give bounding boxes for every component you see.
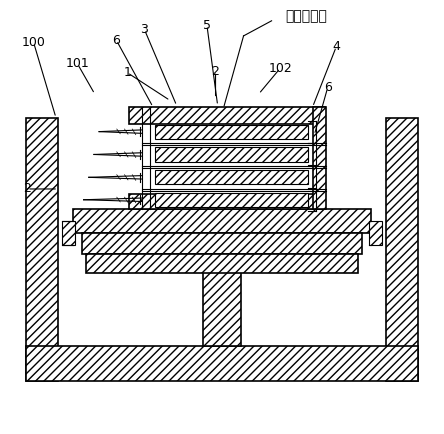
Text: 102: 102 — [268, 62, 292, 75]
Text: 2: 2 — [23, 182, 31, 195]
Bar — [82, 233, 362, 253]
Bar — [155, 193, 308, 207]
Bar — [26, 118, 58, 381]
Bar — [63, 221, 75, 245]
Bar — [386, 118, 418, 381]
Text: 2: 2 — [212, 65, 219, 78]
Bar — [155, 170, 308, 184]
Bar — [202, 245, 242, 346]
Text: 3: 3 — [140, 23, 148, 36]
Text: 101: 101 — [66, 57, 89, 70]
Bar — [86, 253, 358, 273]
Text: 5: 5 — [203, 19, 211, 32]
Text: 4: 4 — [333, 40, 340, 53]
Text: 1: 1 — [123, 66, 131, 79]
Bar — [73, 209, 371, 233]
Text: 6: 6 — [112, 34, 120, 47]
Bar — [155, 125, 308, 139]
Text: 100: 100 — [22, 36, 45, 49]
Text: 废弃注射器: 废弃注射器 — [285, 10, 327, 23]
Text: 6: 6 — [324, 81, 332, 94]
Bar — [369, 221, 381, 245]
Bar — [26, 346, 418, 381]
Bar — [129, 194, 325, 209]
Bar — [313, 107, 326, 209]
Bar — [155, 148, 308, 161]
Bar — [129, 107, 325, 124]
